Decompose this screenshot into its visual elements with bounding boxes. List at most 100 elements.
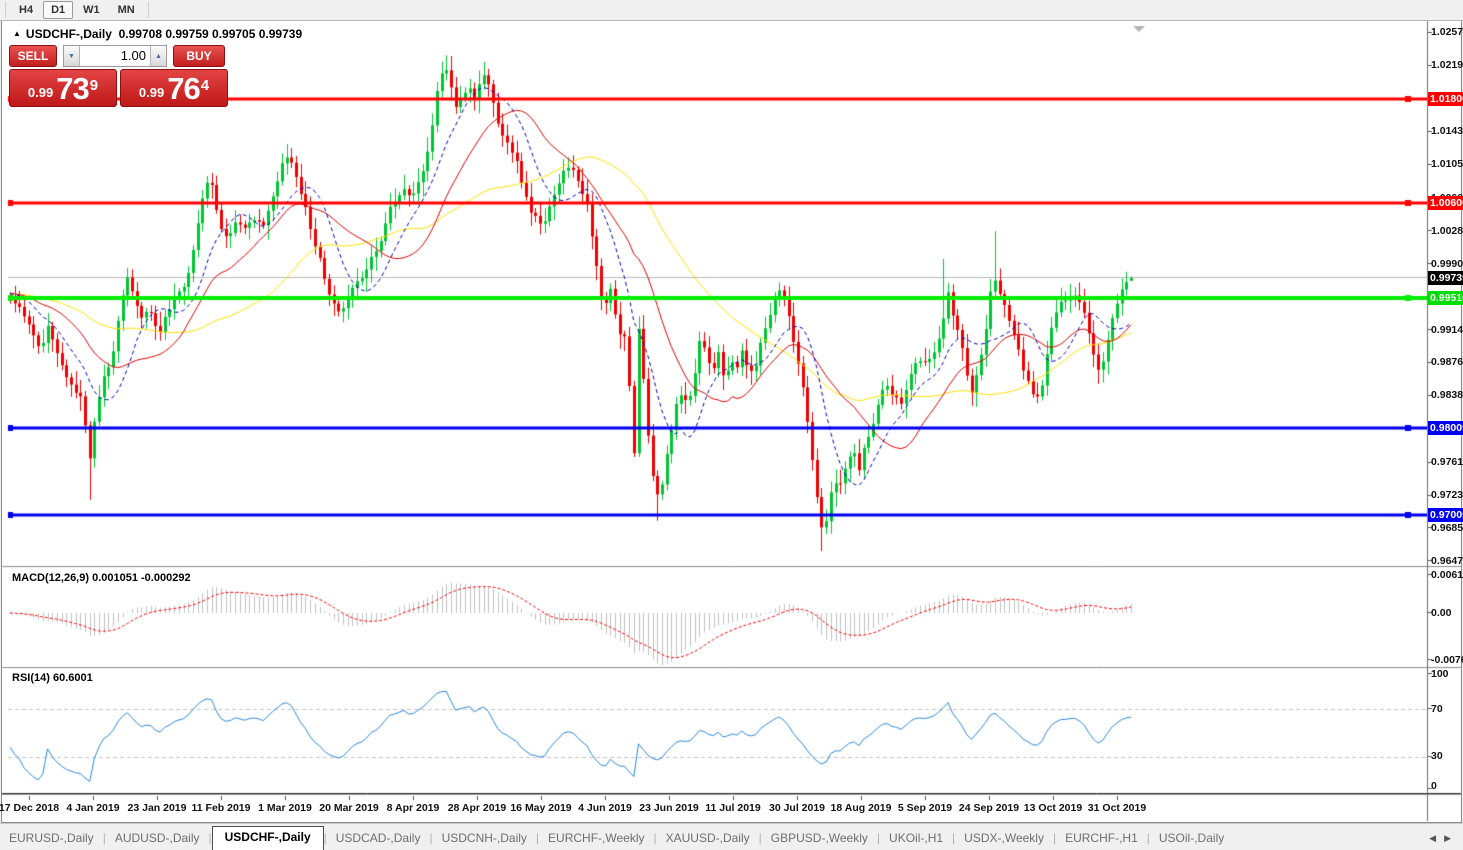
date-axis-label: 17 Dec 2018: [0, 802, 60, 814]
toolbar-separator: [147, 2, 149, 18]
date-axis-label: 28 Apr 2019: [447, 802, 507, 814]
timeframe-button-mn[interactable]: MN: [117, 4, 135, 16]
hline-price-badge: 1.00606: [1428, 196, 1463, 210]
symbol-tab-usdcnh[interactable]: USDCNH-,Daily: [441, 831, 527, 845]
symbol-tab-gbpusd[interactable]: GBPUSD-,Weekly: [770, 831, 868, 845]
macd-panel-title: MACD(12,26,9) 0.001051 -0.000292: [12, 572, 191, 584]
tab-separator: |: [952, 831, 956, 845]
current-price-badge: 0.99739: [1428, 271, 1463, 286]
tabs-scroll-right-icon[interactable]: ▶: [1444, 833, 1451, 843]
sell-price-tile[interactable]: 0.99 73 9: [9, 69, 117, 107]
date-axis-label: 4 Jun 2019: [578, 802, 632, 814]
symbol-tab-eurchf[interactable]: EURCHF-,Weekly: [548, 831, 645, 845]
chart-title: ▲ USDCHF-,Daily 0.99708 0.99759 0.99705 0…: [13, 27, 302, 41]
tab-separator: |: [876, 831, 881, 845]
one-click-trading-widget: SELL ▼ 1.00 ▲ BUY 0.99 73 9 0.99 76 4: [9, 45, 229, 107]
symbol-tab-eurchf[interactable]: EURCHF-,H1: [1065, 831, 1138, 845]
volume-value[interactable]: 1.00: [80, 46, 150, 66]
symbol-tab-ukoil[interactable]: UKOil-,H1: [889, 831, 944, 845]
price-axis-label: 1.02190: [1431, 59, 1463, 72]
date-axis-label: 20 Mar 2019: [319, 802, 379, 814]
volume-down-icon[interactable]: ▼: [64, 46, 80, 66]
date-axis-label: 16 May 2019: [510, 802, 572, 814]
symbol-tab-usdchf[interactable]: USDCHF-,Daily: [211, 826, 324, 850]
date-axis-label: 18 Aug 2019: [830, 802, 892, 814]
tab-separator: |: [208, 831, 212, 845]
macd-axis-label: 0.00: [1431, 606, 1452, 619]
rsi-panel-title: RSI(14) 60.6001: [12, 672, 93, 684]
title-collapse-icon[interactable]: ▲: [13, 29, 21, 38]
tab-separator: |: [653, 831, 657, 845]
sell-price-sup: 9: [89, 77, 99, 94]
tab-scroll-controls: ◀ ▶: [1425, 833, 1455, 850]
symbol-tab-eurusd[interactable]: EURUSD-,Daily: [9, 831, 94, 845]
price-axis-label: 1.01050: [1431, 158, 1463, 171]
tab-separator: |: [429, 831, 433, 845]
date-axis-label: 23 Jan 2019: [127, 802, 187, 814]
rsi-axis-label: 70: [1431, 702, 1443, 715]
date-axis-label: 4 Jan 2019: [66, 802, 120, 814]
date-axis-label: 13 Oct 2019: [1023, 802, 1083, 814]
price-axis-label: 1.02570: [1431, 26, 1463, 39]
tab-separator: |: [323, 831, 327, 845]
date-axis-label: 11 Feb 2019: [191, 802, 251, 814]
timeframe-button-h4[interactable]: H4: [19, 4, 34, 16]
date-axis-label: 24 Sep 2019: [958, 802, 1020, 814]
macd-axis-label: 0.00613: [1431, 568, 1463, 581]
tab-separator: |: [1146, 831, 1150, 845]
price-axis-label: 1.01430: [1431, 125, 1463, 138]
date-axis-label: 5 Sep 2019: [897, 802, 953, 814]
timeframe-button-d1[interactable]: D1: [43, 1, 74, 19]
date-axis-label: 30 Jul 2019: [768, 802, 826, 814]
buy-button[interactable]: BUY: [173, 45, 225, 67]
buy-price-prefix: 0.99: [138, 85, 165, 100]
volume-up-icon[interactable]: ▲: [150, 46, 166, 66]
buy-price-tile[interactable]: 0.99 76 4: [120, 69, 228, 107]
date-axis-label: 31 Oct 2019: [1087, 802, 1147, 814]
sell-price-big: 73: [56, 71, 89, 106]
buy-price-big: 76: [167, 71, 200, 106]
symbol-tab-bar: EURUSD-,Daily | AUDUSD-,Daily | USDCHF-,Dail…: [0, 823, 1463, 850]
rsi-axis-label: 0: [1431, 779, 1437, 792]
date-axis-label: 8 Apr 2019: [386, 802, 440, 814]
hline-price-badge: 0.97005: [1428, 508, 1463, 523]
tab-separator: |: [758, 831, 762, 845]
tabs-scroll-left-icon[interactable]: ◀: [1429, 833, 1437, 843]
sell-button[interactable]: SELL: [9, 45, 57, 67]
tab-separator: |: [1052, 831, 1057, 845]
date-axis-label: 23 Jun 2019: [639, 802, 699, 814]
date-axis-label: 1 Mar 2019: [258, 802, 312, 814]
rsi-axis-label: 100: [1431, 667, 1449, 680]
toolbar-separator: [5, 2, 6, 18]
volume-stepper: ▼ 1.00 ▲: [63, 45, 167, 67]
timeframe-toolbar: H4 D1 W1 MN: [0, 0, 1463, 21]
symbol-tab-xauusd[interactable]: XAUUSD-,Daily: [665, 831, 750, 845]
symbol-tab-usoil[interactable]: USOil-,Daily: [1158, 831, 1225, 845]
hline-price-badge: 1.01806: [1428, 92, 1463, 106]
tab-separator: |: [102, 831, 106, 845]
timeframe-button-w1[interactable]: W1: [83, 4, 100, 16]
chart-symbol-label: USDCHF-,Daily: [25, 27, 112, 41]
date-axis-label: 11 Jul 2019: [705, 802, 761, 814]
hline-price-badge: 0.98009: [1428, 421, 1463, 436]
buy-price-sup: 4: [200, 77, 210, 94]
symbol-tab-usdx[interactable]: USDX-,Weekly: [964, 831, 1044, 845]
tab-separator: |: [535, 831, 540, 845]
chart-ohlc-values: 0.99708 0.99759 0.99705 0.99739: [118, 27, 303, 41]
symbol-tab-audusd[interactable]: AUDUSD-,Daily: [114, 831, 200, 845]
rsi-axis-label: 30: [1431, 750, 1443, 763]
macd-axis-label: -0.00761: [1431, 653, 1463, 666]
sell-price-prefix: 0.99: [27, 85, 54, 100]
symbol-tab-usdcad[interactable]: USDCAD-,Daily: [335, 831, 421, 845]
